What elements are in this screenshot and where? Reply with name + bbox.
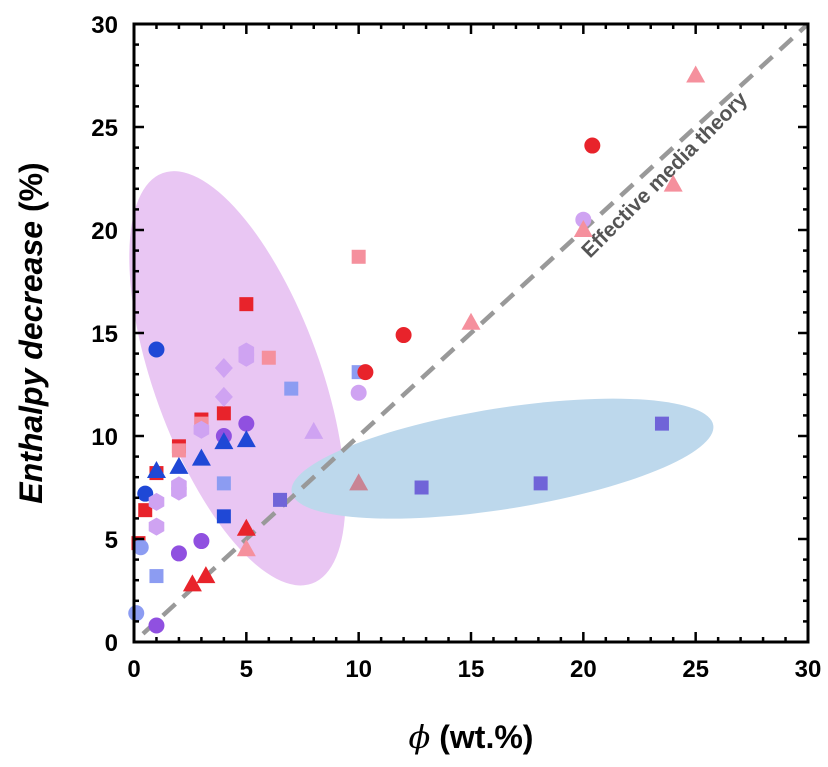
x-tick-label: 20 (570, 656, 597, 683)
red-circles-point-1 (395, 327, 412, 344)
light-blue-squares-point-0 (149, 569, 164, 584)
pink-squares-point-0 (171, 443, 186, 458)
pink-squares-point-3 (351, 249, 366, 264)
lavender-hexagons-point-6 (238, 342, 255, 361)
x-tick-label: 0 (127, 656, 140, 683)
blue-cluster-region (291, 398, 714, 519)
red-circles-point-2 (584, 137, 601, 154)
purple-circles-point-2 (193, 533, 210, 550)
y-tick-labels: 0 5 10 15 20 25 30 (91, 12, 118, 657)
slate-squares-point-0 (273, 492, 288, 507)
x-axis-unit: (wt.%) (430, 719, 533, 755)
y-axis-title-main: Enthalpy decrease (13, 221, 49, 504)
blue-triangles-point-4 (236, 430, 256, 448)
light-blue-circles-point-0 (128, 605, 145, 622)
light-blue-squares-point-1 (216, 476, 231, 491)
slate-squares-point-1 (414, 480, 429, 495)
light-blue-squares-point-2 (284, 381, 299, 396)
x-tick-label: 25 (682, 656, 709, 683)
y-axis-title: Enthalpy decrease (%) (13, 162, 49, 503)
red-triangles-point-2 (236, 518, 256, 536)
purple-circles-point-4 (238, 415, 255, 432)
blue-triangles-point-3 (214, 432, 234, 450)
x-tick-label: 10 (345, 656, 372, 683)
lavender-circles-point-1 (575, 211, 592, 228)
axis-ticks (132, 22, 810, 644)
y-tick-label: 30 (91, 12, 118, 39)
lavender-hexagons-point-0 (148, 517, 165, 536)
lavender-diamonds-point-1 (214, 358, 233, 379)
y-tick-label: 10 (91, 424, 118, 451)
blue-squares-point-0 (216, 509, 231, 524)
rose-triangles-point-0 (349, 473, 369, 491)
purple-circles-point-1 (170, 545, 187, 562)
pink-triangles-point-0 (236, 539, 256, 557)
pink-triangles-point-1 (461, 312, 481, 330)
x-tick-label: 15 (458, 656, 485, 683)
lavender-hexagons-point-4 (193, 420, 210, 439)
x-axis-title: ϕ (wt.%) (409, 718, 534, 756)
blue-circles-point-1 (148, 341, 165, 358)
pink-cluster-region (129, 171, 346, 586)
lavender-circles-point-0 (350, 384, 367, 401)
y-axis-unit: (%) (13, 162, 49, 221)
blue-triangles-point-1 (169, 456, 189, 474)
y-tick-label: 15 (91, 321, 118, 348)
red-squares-point-1 (138, 503, 153, 518)
y-tick-label: 5 (105, 527, 118, 554)
pink-squares-point-2 (261, 350, 276, 365)
red-squares-point-5 (216, 406, 231, 421)
effective-media-theory-label: Effective media theory (577, 87, 752, 262)
x-axis-symbol: ϕ (409, 718, 431, 756)
red-triangles-point-0 (182, 574, 202, 592)
red-squares-point-6 (239, 297, 254, 312)
x-tick-label: 5 (240, 656, 253, 683)
pink-triangles-point-3 (663, 174, 683, 192)
blue-triangles-point-2 (191, 448, 211, 466)
x-tick-labels: 0 5 10 15 20 25 30 (127, 656, 821, 683)
slate-squares-point-2 (533, 476, 548, 491)
lavender-triangles-point-0 (304, 421, 324, 439)
data-points (128, 65, 706, 634)
red-triangles-point-1 (196, 566, 216, 584)
x-tick-label: 30 (795, 656, 822, 683)
pink-triangles-point-4 (686, 65, 706, 83)
blue-triangles-point-0 (146, 461, 166, 479)
red-circles-point-0 (357, 364, 374, 381)
lavender-diamonds-point-0 (214, 386, 233, 407)
cluster-regions (129, 171, 714, 586)
lavender-hexagons-point-3 (171, 476, 187, 495)
purple-circles-point-0 (148, 617, 165, 634)
y-tick-label: 25 (91, 115, 118, 142)
lavender-hexagons-point-1 (148, 492, 165, 511)
light-blue-circles-point-1 (132, 539, 149, 556)
pink-triangles-point-2 (573, 220, 593, 237)
y-tick-label: 0 (105, 630, 118, 657)
slate-squares-point-3 (654, 416, 669, 431)
y-tick-label: 20 (91, 218, 118, 245)
